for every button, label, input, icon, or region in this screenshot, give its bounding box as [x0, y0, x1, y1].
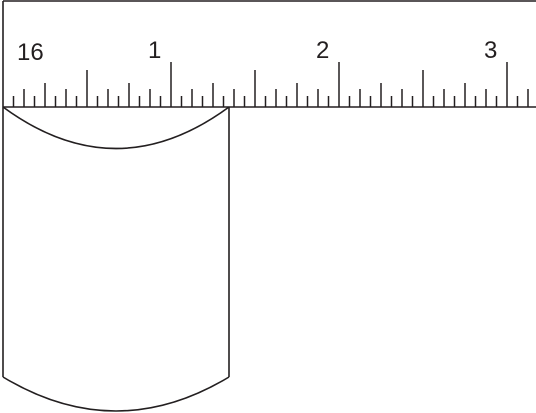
- ruler-unit-label: 16: [17, 39, 44, 66]
- object-top-curve: [2, 106, 230, 150]
- object-bottom-curve: [2, 376, 230, 412]
- measured-object: [2, 106, 230, 412]
- ruler-label-3: 3: [484, 37, 497, 64]
- ruler-ticks: [12, 62, 529, 107]
- ruler-label-2: 2: [316, 37, 329, 64]
- ruler: 16 1 2 3: [2, 0, 536, 108]
- ruler-label-1: 1: [148, 37, 161, 64]
